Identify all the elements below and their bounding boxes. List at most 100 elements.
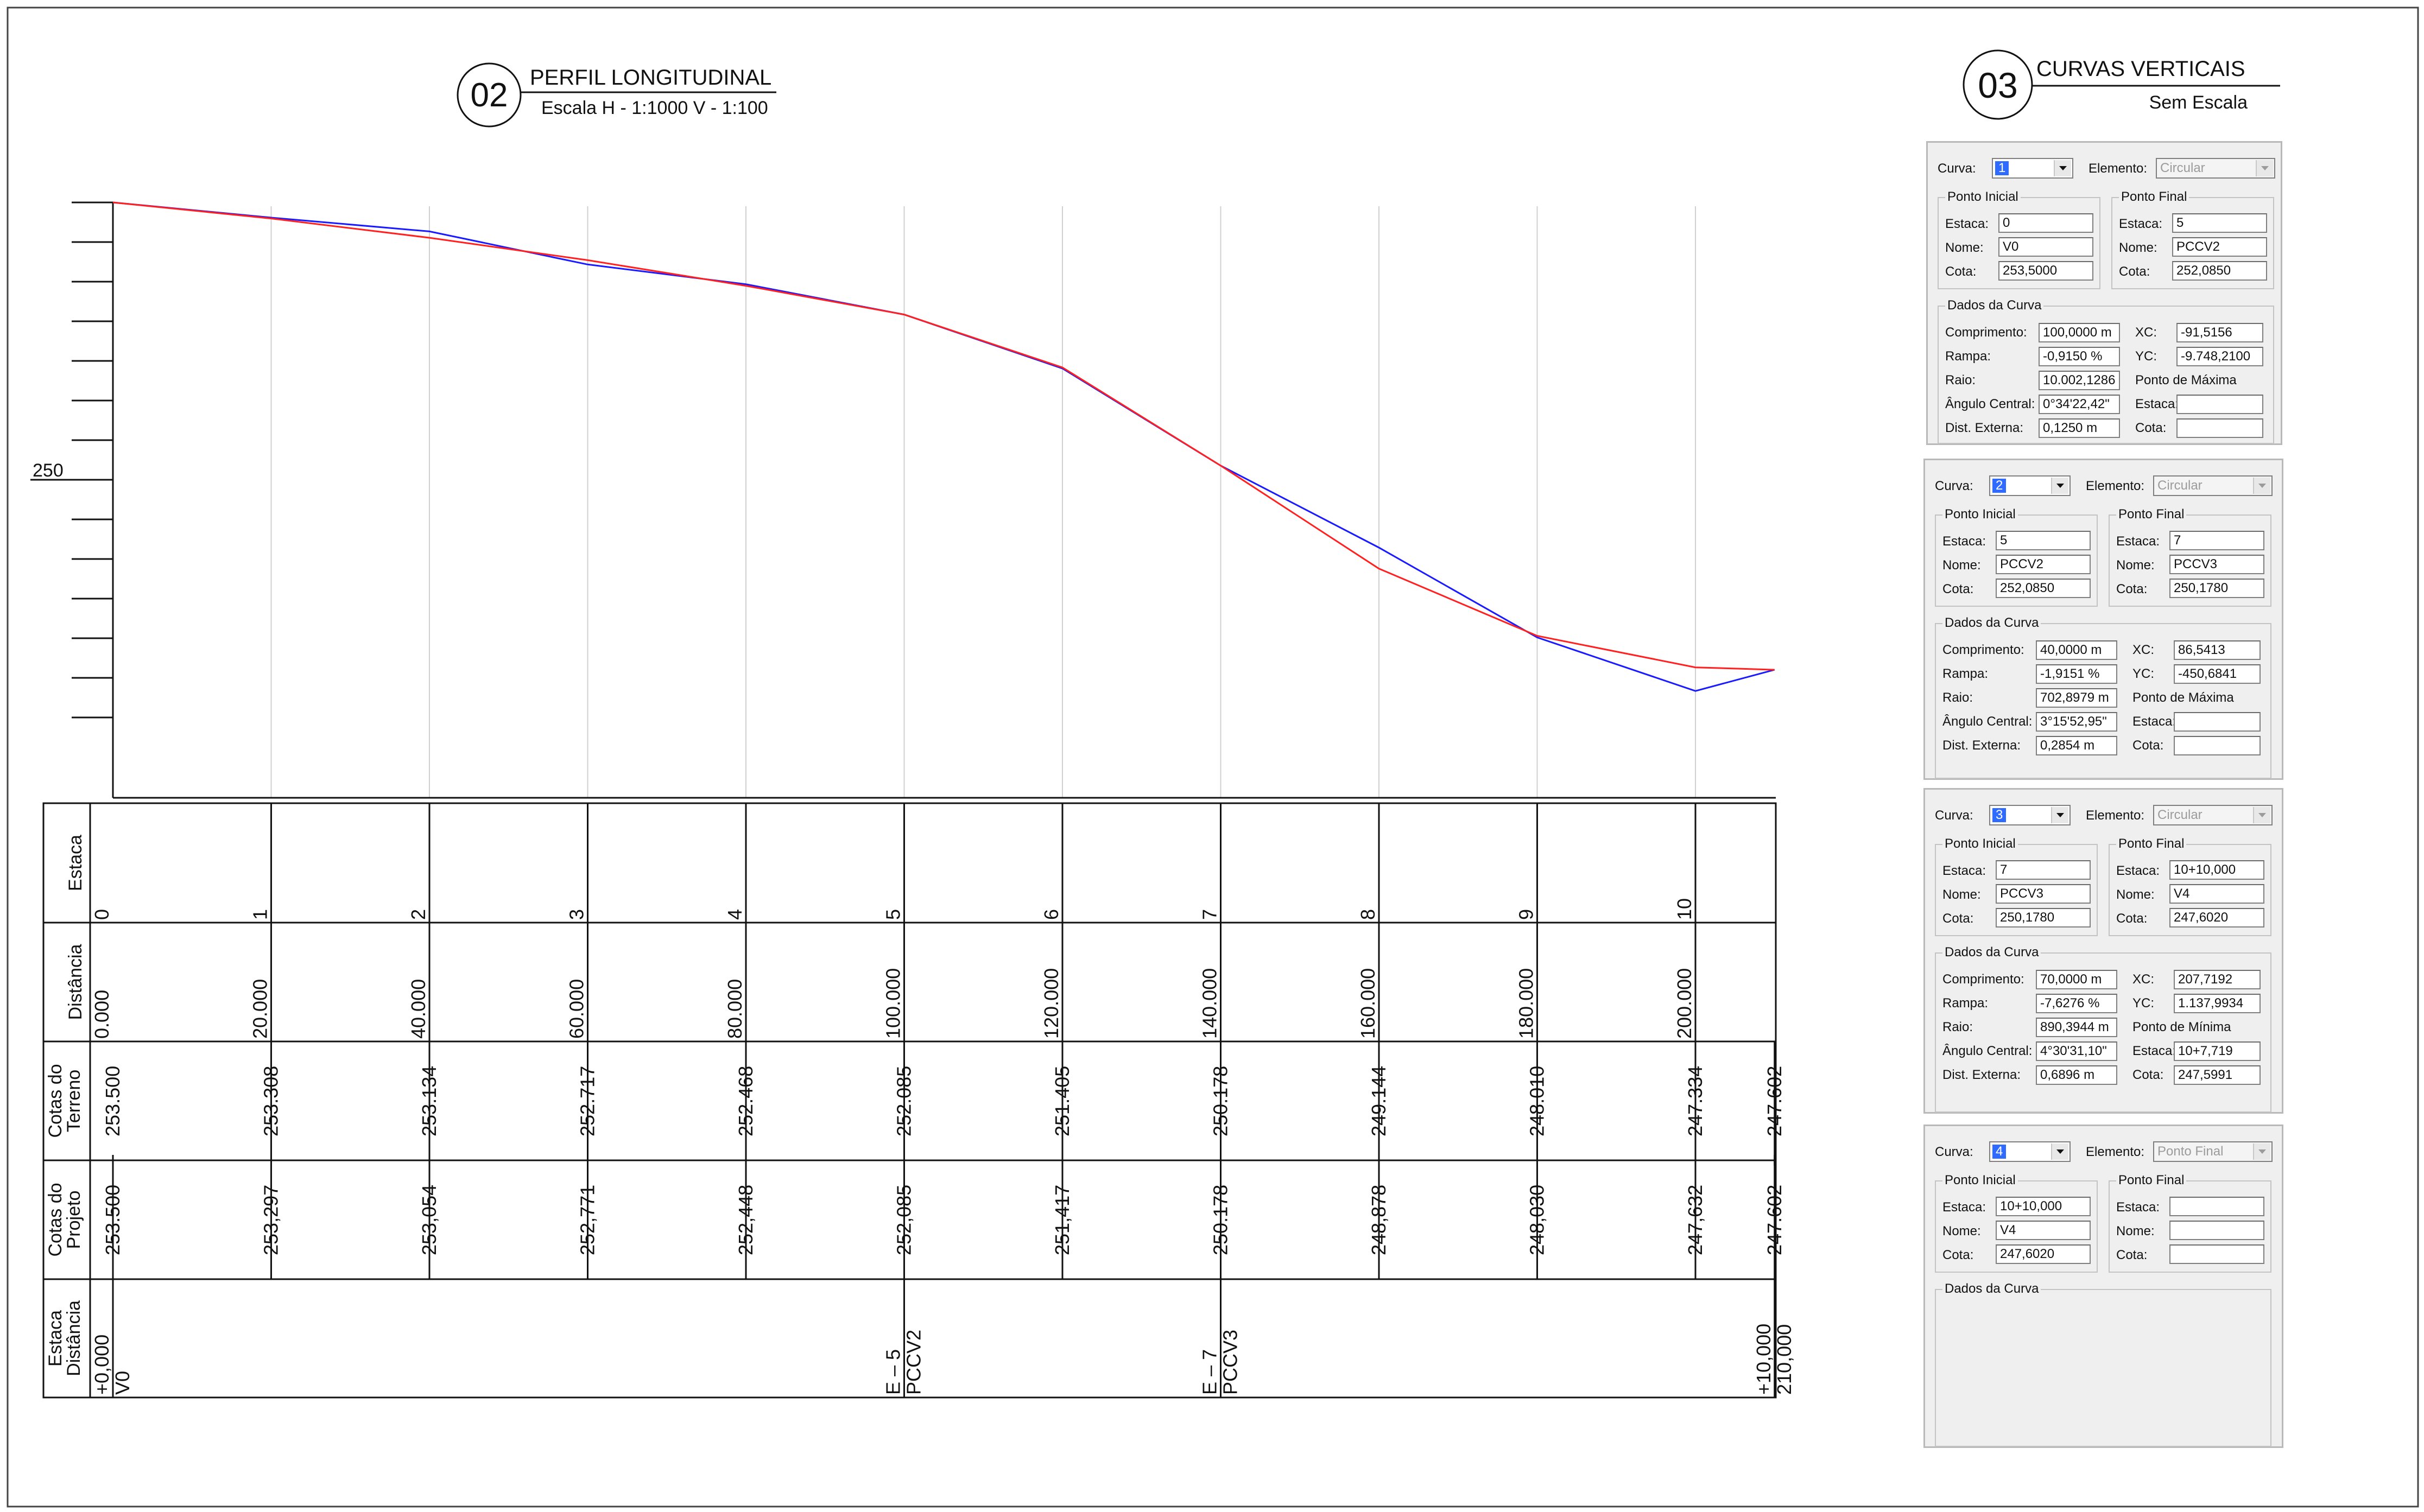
pf-cota-field[interactable]: 250,1780 [2169, 579, 2264, 598]
pi-estaca-field[interactable]: 10+10,000 [1996, 1197, 2091, 1216]
angulo-field[interactable]: 0°34'22,42" [2039, 395, 2120, 414]
pf-cota-field[interactable]: 252,0850 [2172, 261, 2267, 281]
curva-label: Curva: [1938, 161, 1976, 176]
cota-terreno-value: 250.178 [1210, 1066, 1232, 1136]
pf-cota-field[interactable] [2169, 1244, 2264, 1264]
curva-select[interactable]: 3 [1989, 805, 2071, 825]
pf-cota-label: Cota: [2119, 264, 2150, 279]
y-label-250: 250 [33, 460, 64, 481]
comprimento-field[interactable]: 70,0000 m [2036, 970, 2117, 989]
row-label-cotas-projeto: Projeto [64, 1191, 84, 1249]
raio-field[interactable]: 890,3944 m [2036, 1018, 2117, 1037]
chevron-down-icon[interactable] [2051, 1143, 2068, 1160]
pi-nome-field[interactable]: PCCV2 [1996, 555, 2091, 574]
chevron-down-icon[interactable] [2054, 160, 2071, 176]
pi-cota-field[interactable]: 250,1780 [1996, 908, 2091, 927]
distancia-value: 140.000 [1199, 968, 1221, 1039]
angulo-field[interactable]: 4°30'31,10" [2036, 1041, 2117, 1061]
pf-nome-field[interactable] [2169, 1221, 2264, 1240]
ponto-final-title: Ponto Final [2116, 507, 2187, 522]
dist-field[interactable]: 0,2854 m [2036, 736, 2117, 755]
rampa-field[interactable]: -1,9151 % [2036, 664, 2117, 684]
yc-field[interactable]: -450,6841 [2174, 664, 2261, 684]
pf-nome-field[interactable]: PCCV3 [2169, 555, 2264, 574]
ponto-nome: V0 [111, 1371, 134, 1395]
cota-terreno-value: 251.405 [1051, 1066, 1073, 1136]
cota-terreno-value: 247.334 [1684, 1066, 1706, 1136]
ponto-cota-field[interactable] [2176, 418, 2263, 438]
comprimento-field[interactable]: 100,0000 m [2039, 323, 2120, 342]
ponto-estaca: E – 7 [1199, 1349, 1221, 1395]
ponto-estaca-field[interactable] [2176, 395, 2263, 414]
curva-select[interactable]: 2 [1989, 475, 2071, 496]
pf-estaca-field[interactable]: 5 [2172, 213, 2267, 233]
distancia-value: 0.000 [91, 990, 113, 1039]
yc-field[interactable]: -9.748,2100 [2176, 347, 2263, 366]
pf-estaca-field[interactable]: 7 [2169, 531, 2264, 550]
pf-estaca-field[interactable] [2169, 1197, 2264, 1216]
curve-panel-2: Curva: 2 Elemento: Circular Ponto Inicial Est… [1923, 459, 2283, 780]
ponto-cota-field[interactable] [2174, 736, 2261, 755]
cota-terreno-value: 249.144 [1368, 1066, 1390, 1136]
chevron-down-icon[interactable] [2051, 807, 2068, 823]
raio-field[interactable]: 702,8979 m [2036, 688, 2117, 708]
dados-curva-group: Dados da Curva [1935, 1281, 2271, 1447]
chevron-down-icon [2253, 807, 2270, 823]
ponto-cota-field[interactable]: 247,5991 [2174, 1065, 2261, 1085]
rampa-field[interactable]: -0,9150 % [2039, 347, 2120, 366]
dist-field[interactable]: 0,6896 m [2036, 1065, 2117, 1085]
cota-terreno-value: 253.134 [418, 1066, 440, 1136]
ponto-estaca-field[interactable] [2174, 712, 2261, 732]
xc-field[interactable]: 86,5413 [2174, 640, 2261, 660]
angulo-field[interactable]: 3°15'52,95" [2036, 712, 2117, 732]
yc-label: YC: [2135, 349, 2157, 364]
title-03-text: CURVAS VERTICAIS [2036, 57, 2245, 81]
xc-field[interactable]: -91,5156 [2176, 323, 2263, 342]
pi-nome-field[interactable]: PCCV3 [1996, 884, 2091, 904]
elemento-label: Elemento: [2086, 808, 2145, 823]
dist-field[interactable]: 0,1250 m [2039, 418, 2120, 438]
pf-nome-field[interactable]: V4 [2169, 884, 2264, 904]
chevron-down-icon[interactable] [2051, 478, 2068, 494]
pf-nome-field[interactable]: PCCV2 [2172, 237, 2267, 257]
rampa-field[interactable]: -7,6276 % [2036, 994, 2117, 1013]
xc-label: XC: [2132, 643, 2155, 657]
ponto-final-title: Ponto Final [2116, 836, 2187, 852]
curva-select-value: 3 [1992, 808, 2007, 822]
angulo-label: Ângulo Central: [1942, 1044, 2033, 1058]
pi-nome-label: Nome: [1942, 1224, 1981, 1238]
pi-estaca-field[interactable]: 5 [1996, 531, 2091, 550]
curva-select[interactable]: 4 [1989, 1141, 2071, 1162]
cota-projeto-value: 252,085 [893, 1185, 915, 1255]
profile-plot: 250 [30, 201, 1776, 799]
comprimento-label: Comprimento: [1942, 972, 2024, 987]
pi-estaca-field[interactable]: 7 [1996, 860, 2091, 880]
estaca-label: 1 [249, 909, 271, 920]
pi-nome-field[interactable]: V4 [1996, 1221, 2091, 1240]
pi-estaca-field[interactable]: 0 [1998, 213, 2093, 233]
pi-estaca-label: Estaca: [1942, 863, 1986, 878]
row-label-estaca-distancia: Distância [64, 1300, 84, 1376]
distancia-value: 100.000 [882, 968, 904, 1039]
raio-field[interactable]: 10.002,1286 r [2039, 371, 2120, 390]
pi-nome-field[interactable]: V0 [1998, 237, 2093, 257]
pf-estaca-field[interactable]: 10+10,000 [2169, 860, 2264, 880]
elemento-label: Elemento: [2088, 161, 2148, 176]
pi-cota-field[interactable]: 253,5000 [1998, 261, 2093, 281]
pi-cota-field[interactable]: 247,6020 [1996, 1244, 2091, 1264]
xc-field[interactable]: 207,7192 [2174, 970, 2261, 989]
curve-panel-3: Curva: 3 Elemento: Circular Ponto Inicial Est… [1923, 788, 2283, 1114]
ponto-estaca-label: Estaca: [2135, 397, 2179, 411]
dados-curva-group: Dados da Curva Comprimento: 40,0000 m Rampa… [1935, 615, 2271, 779]
pf-estaca-label: Estaca: [2116, 534, 2160, 549]
ponto-estaca: +10,000 [1752, 1324, 1775, 1395]
table-frame [42, 802, 1777, 1399]
pf-nome-label: Nome: [2116, 558, 2155, 573]
pi-cota-field[interactable]: 252,0850 [1996, 579, 2091, 598]
yc-field[interactable]: 1.137,9934 [2174, 994, 2261, 1013]
raio-label: Raio: [1945, 373, 1976, 387]
curva-select[interactable]: 1 [1992, 158, 2073, 179]
pf-cota-field[interactable]: 247,6020 [2169, 908, 2264, 927]
ponto-estaca-field[interactable]: 10+7,719 [2174, 1041, 2261, 1061]
comprimento-field[interactable]: 40,0000 m [2036, 640, 2117, 660]
